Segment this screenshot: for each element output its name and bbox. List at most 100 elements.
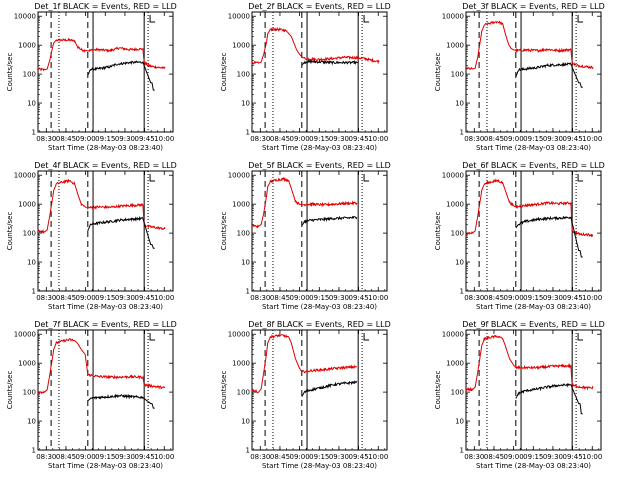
y-tick-label: 10000 [442, 13, 464, 21]
y-tick-label: 1000 [232, 201, 250, 209]
x-axis-label: Start Time (28-May-03 08:23:40) [262, 144, 377, 152]
x-tick-label: 08:30 [250, 453, 270, 461]
y-tick-label: 100 [451, 389, 464, 397]
detector-panel-3: Det_3f BLACK = Events, RED = LLD 1 10 100 10… [434, 2, 605, 152]
x-tick-label: 10:00 [368, 294, 388, 302]
x-tick-label: 09:45 [349, 453, 369, 461]
events-series-line [87, 393, 155, 409]
series-group [466, 178, 594, 258]
lld-series-line [466, 20, 594, 71]
x-tick-label: 08:30 [464, 453, 484, 461]
y-tick-label: 10000 [14, 331, 36, 339]
x-tick-label: 09:30 [329, 453, 349, 461]
y-tick-label: 1 [32, 129, 36, 137]
corner-bracket-mark [577, 333, 584, 341]
x-tick-label: 09:15 [523, 294, 543, 302]
y-tick-label: 100 [23, 71, 36, 79]
x-tick-label: 09:15 [309, 294, 329, 302]
y-tick-label: 10000 [228, 331, 250, 339]
panel-title: Det_2f BLACK = Events, RED = LLD [248, 2, 391, 11]
y-tick-label: 10000 [14, 172, 36, 180]
x-tick-label: 09:30 [543, 135, 563, 143]
x-tick-label: 08:30 [36, 294, 56, 302]
x-tick-label: 09:15 [95, 135, 115, 143]
x-tick-label: 09:45 [563, 294, 583, 302]
events-series-line [515, 215, 583, 258]
x-tick-label: 09:45 [563, 135, 583, 143]
lld-series-line [38, 337, 166, 395]
x-tick-label: 08:45 [56, 453, 76, 461]
y-tick-label: 1000 [446, 360, 464, 368]
x-tick-label: 08:45 [270, 453, 290, 461]
y-tick-label: 1000 [18, 201, 36, 209]
y-tick-label: 10 [27, 259, 36, 267]
series-group [38, 178, 166, 249]
x-tick-label: 08:45 [484, 135, 504, 143]
x-tick-label: 08:45 [56, 135, 76, 143]
y-tick-label: 100 [23, 389, 36, 397]
panel-title: Det_9f BLACK = Events, RED = LLD [462, 320, 605, 329]
x-tick-label: 09:30 [543, 453, 563, 461]
x-tick-label: 08:45 [484, 453, 504, 461]
x-tick-label: 09:45 [349, 135, 369, 143]
x-tick-label: 09:15 [523, 135, 543, 143]
series-group [466, 334, 594, 415]
detector-panel-1: Det_1f BLACK = Events, RED = LLD 1 10 100 10… [6, 2, 177, 152]
detector-panel-9: Det_9f BLACK = Events, RED = LLD 1 10 100 10… [434, 320, 605, 470]
detector-panel-5: Det_5f BLACK = Events, RED = LLD 1 10 100 10… [220, 161, 391, 311]
y-tick-label: 10 [241, 100, 250, 108]
y-tick-label: 1 [460, 129, 464, 137]
y-axis-label: Counts/sec [6, 371, 14, 410]
x-tick-label: 08:30 [250, 294, 270, 302]
x-tick-label: 10:00 [368, 135, 388, 143]
x-axis-label: Start Time (28-May-03 08:23:40) [476, 303, 591, 311]
events-series-line [515, 383, 583, 415]
x-tick-label: 09:00 [76, 294, 96, 302]
lld-series-line [252, 333, 357, 394]
y-axis-label: Counts/sec [220, 53, 228, 92]
y-tick-label: 10 [241, 259, 250, 267]
y-tick-label: 1000 [446, 42, 464, 50]
events-series-line [301, 380, 358, 397]
y-tick-label: 100 [237, 389, 250, 397]
y-tick-label: 10000 [228, 13, 250, 21]
series-group [38, 337, 166, 409]
y-tick-label: 100 [451, 230, 464, 238]
y-tick-label: 10 [455, 418, 464, 426]
corner-bracket-mark [149, 15, 156, 23]
y-tick-label: 10 [455, 259, 464, 267]
corner-bracket-mark [363, 15, 370, 23]
x-tick-label: 10:00 [154, 294, 174, 302]
panel-title: Det_3f BLACK = Events, RED = LLD [462, 2, 605, 11]
x-tick-label: 09:45 [563, 453, 583, 461]
y-tick-label: 1 [246, 447, 250, 455]
series-group [252, 176, 358, 229]
panel-title: Det_6f BLACK = Events, RED = LLD [462, 161, 605, 170]
corner-bracket-mark [149, 333, 156, 341]
lld-series-line [38, 178, 166, 234]
panel-title: Det_4f BLACK = Events, RED = LLD [34, 161, 177, 170]
plot-frame [37, 11, 174, 133]
x-tick-label: 09:45 [135, 135, 155, 143]
panel-title: Det_8f BLACK = Events, RED = LLD [248, 320, 391, 329]
x-tick-label: 09:15 [309, 135, 329, 143]
x-axis-label: Start Time (28-May-03 08:23:40) [48, 462, 163, 470]
plot-frame [37, 329, 174, 451]
x-tick-label: 08:45 [484, 294, 504, 302]
x-tick-label: 10:00 [582, 294, 602, 302]
plot-frame [251, 329, 388, 451]
corner-bracket-mark [363, 333, 370, 341]
lld-series-line [466, 178, 594, 238]
corner-bracket-mark [149, 174, 156, 182]
lld-series-line [466, 334, 594, 392]
detector-panel-2: Det_2f BLACK = Events, RED = LLD 1 10 100 10… [220, 2, 391, 152]
y-axis-label: Counts/sec [6, 53, 14, 92]
y-axis-label: Counts/sec [434, 212, 442, 251]
events-series-line [87, 215, 155, 249]
detector-panel-6: Det_6f BLACK = Events, RED = LLD 1 10 100 10… [434, 161, 605, 311]
x-tick-label: 08:45 [56, 294, 76, 302]
y-tick-label: 100 [237, 230, 250, 238]
y-tick-label: 10000 [442, 331, 464, 339]
